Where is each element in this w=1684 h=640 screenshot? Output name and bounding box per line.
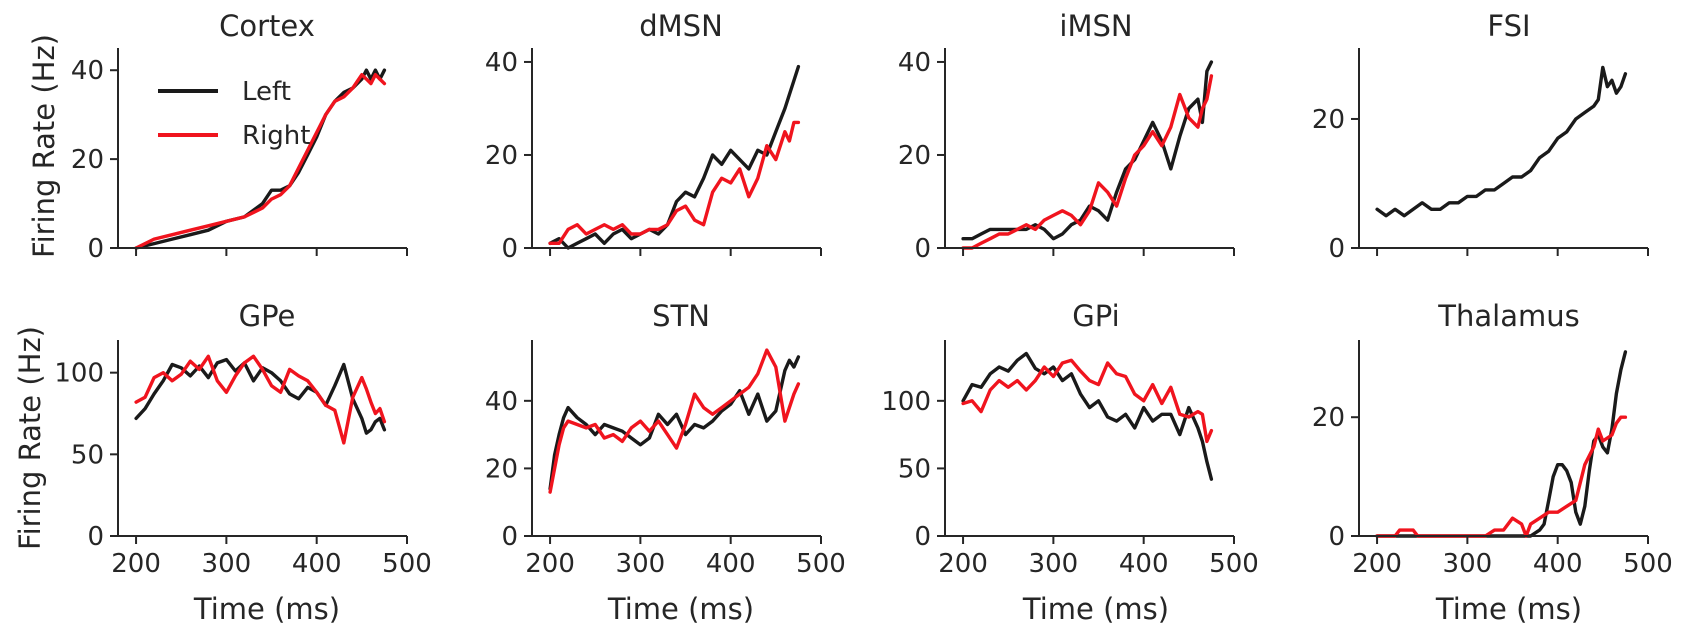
stn-ytick-label-40: 40 [485, 387, 518, 417]
gpi-series-right-line [961, 358, 1214, 444]
fsi-ytick-label-20: 20 [1312, 105, 1345, 135]
stn-xtick-label-300: 300 [616, 549, 666, 579]
dmsn-series-right-line [548, 120, 801, 246]
ylabel-bottom-row: Firing Rate (Hz) [13, 326, 47, 550]
dmsn-series-left-line [548, 64, 801, 250]
panel-cortex: Cortex 0 20 40 [71, 9, 408, 264]
gpe-ytick-label-50: 50 [71, 440, 104, 470]
imsn-ytick-label-40: 40 [898, 48, 931, 78]
dmsn-ytick-label-0: 0 [501, 234, 518, 264]
cortex-ytick-label-20: 20 [71, 145, 104, 175]
thalamus-xtick-label-500: 500 [1623, 549, 1673, 579]
panel-gpe: GPe 0 50 100 200 300 400 500 [54, 299, 431, 579]
gpi-series-left-line [961, 351, 1214, 481]
panel-stn: STN 0 20 40 200 300 400 500 [485, 299, 846, 579]
thalamus-series-left-line [1375, 350, 1628, 538]
panel-thalamus: Thalamus 0 20 200 300 400 500 [1312, 299, 1673, 579]
thalamus-ytick-label-20: 20 [1312, 403, 1345, 433]
xlabel-thalamus: Time (ms) [1435, 592, 1582, 626]
thalamus-xtick-label-400: 400 [1533, 549, 1583, 579]
gpe-xtick-label-300: 300 [202, 549, 252, 579]
dmsn-ytick-label-20: 20 [485, 141, 518, 171]
ylabel-top-row: Firing Rate (Hz) [27, 34, 61, 258]
gpi-ytick-label-100: 100 [881, 387, 931, 417]
legend: Left Right [158, 77, 310, 151]
panel-dmsn: dMSN 0 20 40 [485, 9, 822, 264]
panel-title-gpe: GPe [239, 299, 296, 333]
cortex-series-right-line [134, 72, 387, 250]
cortex-ytick-label-40: 40 [71, 56, 104, 86]
gpe-xtick-label-200: 200 [111, 549, 161, 579]
panel-title-gpi: GPi [1072, 299, 1119, 333]
gpi-xtick-label-200: 200 [938, 549, 988, 579]
panel-title-fsi: FSI [1487, 9, 1530, 43]
imsn-ytick-label-0: 0 [914, 234, 931, 264]
panel-title-stn: STN [652, 299, 710, 333]
thalamus-ytick-label-0: 0 [1328, 522, 1345, 552]
cortex-series-left-line [134, 68, 387, 250]
gpi-xtick-label-300: 300 [1029, 549, 1079, 579]
gpe-ytick-label-0: 0 [87, 522, 104, 552]
gpi-ytick-label-50: 50 [898, 454, 931, 484]
stn-xtick-label-400: 400 [706, 549, 756, 579]
xlabel-gpe: Time (ms) [193, 592, 340, 626]
thalamus-xtick-label-300: 300 [1443, 549, 1493, 579]
gpi-ytick-label-0: 0 [914, 522, 931, 552]
stn-series-right-line [548, 348, 801, 494]
fsi-ytick-label-0: 0 [1328, 234, 1345, 264]
stn-series-left-line [548, 355, 801, 491]
legend-label-left: Left [242, 77, 291, 107]
panel-title-thalamus: Thalamus [1437, 299, 1579, 333]
gpe-series-left-line [134, 357, 387, 435]
imsn-series-right-line [961, 74, 1214, 250]
imsn-ytick-label-20: 20 [898, 141, 931, 171]
cortex-ytick-label-0: 0 [87, 234, 104, 264]
stn-ytick-label-20: 20 [485, 454, 518, 484]
thalamus-xtick-label-200: 200 [1352, 549, 1402, 579]
gpe-xtick-label-500: 500 [382, 549, 432, 579]
fsi-series-left-line [1375, 65, 1628, 218]
panel-title-imsn: iMSN [1059, 9, 1132, 43]
stn-xtick-label-200: 200 [525, 549, 575, 579]
gpe-series-right-line [134, 354, 387, 445]
gpi-xtick-label-400: 400 [1119, 549, 1169, 579]
xlabel-stn: Time (ms) [607, 592, 754, 626]
panel-title-cortex: Cortex [219, 9, 315, 43]
dmsn-ytick-label-40: 40 [485, 48, 518, 78]
panel-fsi: FSI 0 20 [1312, 9, 1649, 264]
panel-gpi: GPi 0 50 100 200 300 400 500 [881, 299, 1258, 579]
gpe-ytick-label-100: 100 [54, 359, 104, 389]
xlabel-gpi: Time (ms) [1022, 592, 1169, 626]
stn-xtick-label-500: 500 [796, 549, 846, 579]
gpi-xtick-label-500: 500 [1209, 549, 1259, 579]
panel-imsn: iMSN 0 20 40 [898, 9, 1235, 264]
legend-label-right: Right [242, 121, 310, 151]
panel-title-dmsn: dMSN [639, 9, 723, 43]
gpe-xtick-label-400: 400 [292, 549, 342, 579]
imsn-series-left-line [961, 60, 1214, 241]
stn-ytick-label-0: 0 [501, 522, 518, 552]
